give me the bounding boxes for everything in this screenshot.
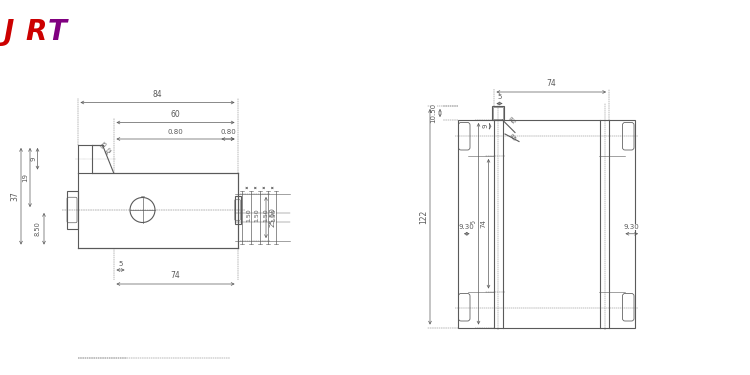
Text: 1.50: 1.50 <box>272 208 277 222</box>
Text: 25.50: 25.50 <box>269 207 275 227</box>
Text: 0.80: 0.80 <box>168 129 183 135</box>
Text: J: J <box>4 18 14 45</box>
Text: 1.50: 1.50 <box>255 208 260 222</box>
Text: 8.50: 8.50 <box>34 221 40 236</box>
Text: 74: 74 <box>170 272 180 280</box>
Bar <box>67 191 77 229</box>
Bar <box>235 196 241 224</box>
Text: 84: 84 <box>153 90 162 99</box>
Bar <box>492 106 504 120</box>
Text: T: T <box>48 18 67 45</box>
Bar <box>493 107 503 119</box>
Text: 0.80: 0.80 <box>220 129 236 135</box>
Text: 5: 5 <box>118 261 123 267</box>
Text: 86: 86 <box>470 219 476 228</box>
Text: 9.30: 9.30 <box>624 224 640 230</box>
Text: 122: 122 <box>419 210 428 224</box>
Text: 60: 60 <box>170 110 180 119</box>
Text: 5: 5 <box>497 94 502 100</box>
Text: 9.30: 9.30 <box>459 224 475 230</box>
Text: 9: 9 <box>482 124 488 129</box>
Text: R5: R5 <box>508 133 517 142</box>
Text: 10.50: 10.50 <box>430 103 436 123</box>
Text: 19: 19 <box>22 173 28 182</box>
Text: 1.50: 1.50 <box>263 208 268 222</box>
Bar <box>458 120 635 327</box>
Text: 37: 37 <box>10 191 20 201</box>
Text: 74: 74 <box>546 80 556 88</box>
Text: R: R <box>25 18 46 45</box>
Text: R2: R2 <box>105 147 114 156</box>
Text: R3: R3 <box>100 141 109 150</box>
Text: 9: 9 <box>31 156 37 161</box>
Text: 1.50: 1.50 <box>246 208 251 222</box>
Text: R2: R2 <box>506 117 516 126</box>
Text: 74: 74 <box>481 219 487 228</box>
